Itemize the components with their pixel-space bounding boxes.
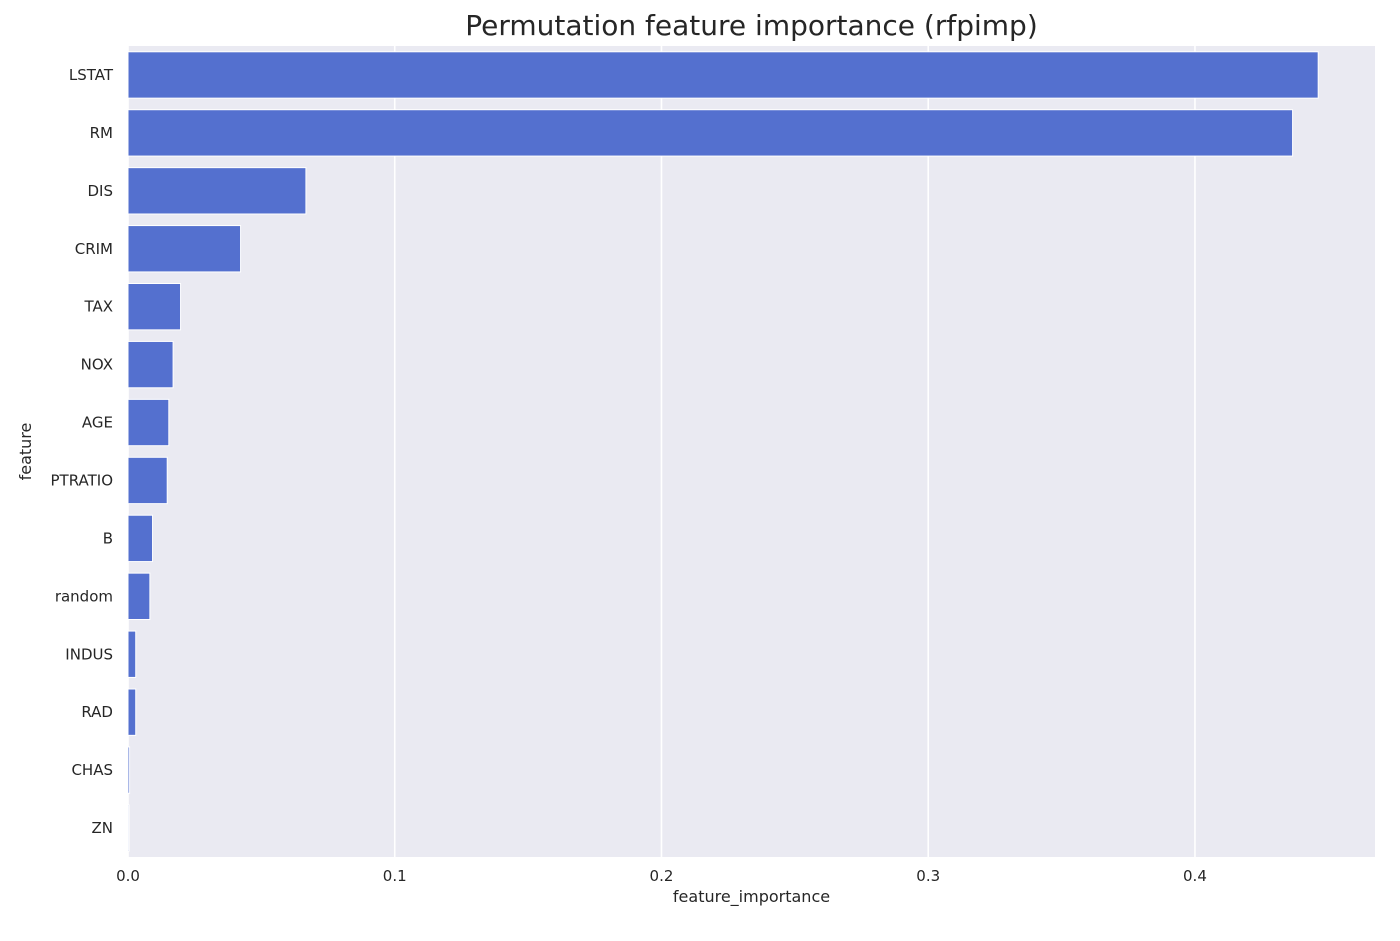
- y-tick-label: INDUS: [65, 645, 113, 663]
- y-tick-label: CRIM: [75, 240, 113, 258]
- y-tick-label: AGE: [82, 414, 113, 432]
- x-tick-labels: 0.0 0.1 0.2 0.3 0.4: [116, 867, 1207, 885]
- y-tick-label: ZN: [92, 819, 114, 837]
- y-tick-label: B: [103, 529, 113, 547]
- bar-ptratio: [127, 456, 168, 505]
- y-tick-label: TAX: [83, 298, 113, 316]
- bar-random: [127, 572, 151, 620]
- bar-crim: [127, 225, 242, 273]
- x-axis-label: feature_importance: [673, 887, 830, 907]
- bar-tax: [127, 283, 182, 331]
- y-tick-label: RAD: [81, 703, 113, 721]
- plot-area: [128, 46, 1375, 857]
- y-tick-label: random: [55, 587, 113, 605]
- bar-zn: [127, 804, 130, 852]
- x-tick-label: 0.1: [383, 867, 407, 885]
- bar-rad: [127, 688, 137, 736]
- bar-dis: [127, 167, 307, 215]
- bar-indus: [127, 630, 137, 678]
- y-tick-label: NOX: [81, 356, 113, 374]
- bar-nox: [127, 340, 174, 389]
- bar-rm: [127, 109, 1294, 157]
- y-tick-label: LSTAT: [69, 66, 114, 84]
- x-tick-label: 0.2: [650, 867, 674, 885]
- y-axis-label: feature: [16, 423, 35, 481]
- y-tick-label: DIS: [88, 182, 114, 200]
- chart-title: Permutation feature importance (rfpimp): [465, 9, 1038, 42]
- y-tick-label: RM: [90, 124, 113, 142]
- x-tick-label: 0.3: [916, 867, 940, 885]
- y-tick-label: CHAS: [71, 761, 113, 779]
- bar-chas: [127, 746, 131, 794]
- y-tick-label: PTRATIO: [50, 471, 113, 489]
- bars: [127, 51, 1319, 852]
- bar-age: [127, 398, 170, 447]
- bar-b: [127, 514, 154, 563]
- bar-lstat: [127, 51, 1319, 99]
- x-tick-label: 0.4: [1183, 867, 1207, 885]
- x-tick-label: 0.0: [116, 867, 140, 885]
